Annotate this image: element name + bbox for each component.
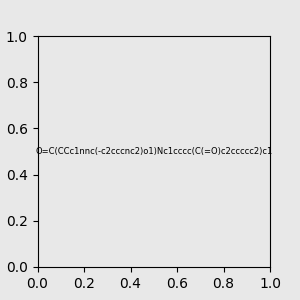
- Text: O=C(CCc1nnc(-c2cccnc2)o1)Nc1cccc(C(=O)c2ccccc2)c1: O=C(CCc1nnc(-c2cccnc2)o1)Nc1cccc(C(=O)c2…: [35, 147, 272, 156]
